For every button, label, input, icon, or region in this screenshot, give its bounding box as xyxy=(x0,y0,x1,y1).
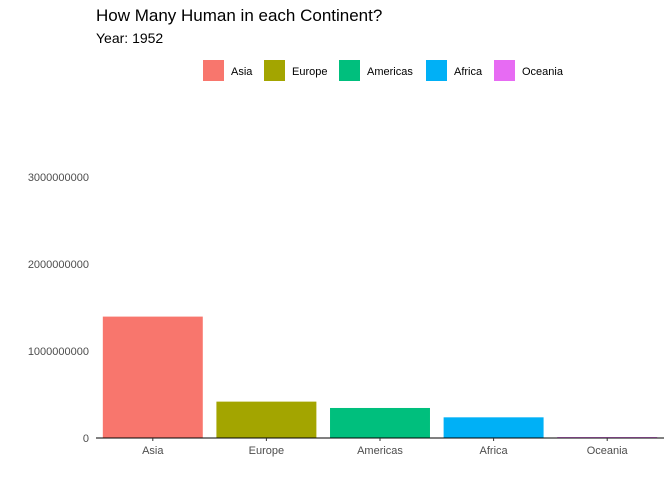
x-tick-label: Europe xyxy=(249,445,284,457)
bar-asia xyxy=(102,316,203,438)
x-tick-label: Africa xyxy=(480,445,509,457)
legend-swatch-oceania xyxy=(494,60,515,81)
bar-americas xyxy=(330,407,430,438)
y-tick-label: 3000000000 xyxy=(28,172,89,184)
bars xyxy=(102,316,658,438)
legend-swatch-europe xyxy=(264,60,285,81)
bar-africa xyxy=(443,417,544,438)
y-axis: 0 1000000000 2000000000 3000000000 xyxy=(28,172,89,445)
legend-label-oceania: Oceania xyxy=(522,66,564,78)
x-tick-label: Americas xyxy=(357,445,403,457)
legend: Asia Europe Americas Africa Oceania xyxy=(203,60,564,81)
chart-title: How Many Human in each Continent? xyxy=(96,6,382,25)
legend-swatch-asia xyxy=(203,60,224,81)
y-tick-label: 2000000000 xyxy=(28,259,89,271)
chart-subtitle: Year: 1952 xyxy=(96,30,163,46)
x-axis: Asia Europe Americas Africa Oceania xyxy=(96,437,664,457)
x-tick-label: Asia xyxy=(142,445,164,457)
legend-label-asia: Asia xyxy=(231,66,253,78)
x-tick-label: Oceania xyxy=(587,445,629,457)
y-tick-label: 1000000000 xyxy=(28,346,89,358)
y-tick-label: 0 xyxy=(83,433,89,445)
legend-label-europe: Europe xyxy=(292,66,327,78)
legend-label-africa: Africa xyxy=(454,66,483,78)
bar-europe xyxy=(216,401,317,438)
legend-swatch-americas xyxy=(339,60,360,81)
legend-label-americas: Americas xyxy=(367,66,413,78)
legend-swatch-africa xyxy=(426,60,447,81)
